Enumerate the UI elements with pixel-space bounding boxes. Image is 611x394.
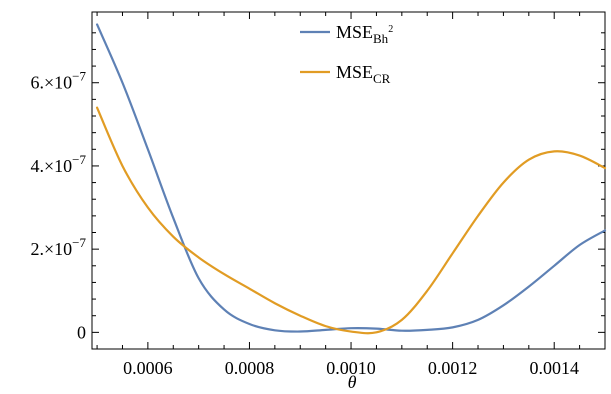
series-line-mse-bh2 bbox=[95, 23, 607, 333]
y-tick-label: 0 bbox=[77, 322, 86, 342]
x-axis-label: θ bbox=[348, 372, 357, 392]
series-line-mse-cr bbox=[95, 106, 607, 335]
tick-labels: 0.0006 0.0008 0.0010 0.0012 0.0014 0 2.×10−7 4.… bbox=[31, 69, 579, 378]
legend-entry: MSECR bbox=[336, 62, 391, 86]
x-tick-label: 0.0008 bbox=[225, 358, 275, 378]
x-tick-label: 0.0010 bbox=[326, 358, 376, 378]
legend: MSEBh2 MSECR bbox=[300, 22, 393, 86]
y-tick-label: 6.×10−7 bbox=[31, 69, 87, 93]
x-tick-label: 0.0012 bbox=[428, 358, 478, 378]
plot-frame bbox=[91, 11, 606, 350]
x-tick-label: 0.0014 bbox=[529, 358, 579, 378]
tick-marks bbox=[92, 12, 606, 350]
axes bbox=[91, 11, 606, 350]
y-tick-label: 4.×10−7 bbox=[31, 152, 87, 176]
legend-entry: MSEBh2 bbox=[336, 22, 393, 46]
series-group bbox=[95, 23, 607, 335]
x-tick-label: 0.0006 bbox=[123, 358, 173, 378]
y-tick-label: 2.×10−7 bbox=[31, 235, 87, 259]
